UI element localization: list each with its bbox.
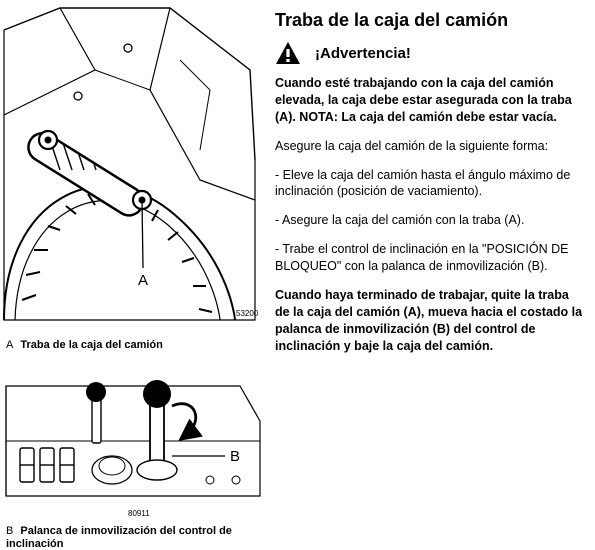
figure-a-number: 53200 xyxy=(236,309,259,318)
figures-column: A 53200 A Traba de la caja del camión xyxy=(0,0,260,550)
figure-b-drawing: B 80911 xyxy=(0,366,280,521)
paragraph-5: - Trabe el control de inclinación en la … xyxy=(275,241,585,275)
figure-a-caption: A Traba de la caja del camión xyxy=(0,339,260,352)
warning-row: ¡Advertencia! xyxy=(275,41,585,65)
paragraph-2: Asegure la caja del camión de la siguien… xyxy=(275,138,585,155)
figure-b-caption: B Palanca de inmovilización del control … xyxy=(0,525,260,550)
text-column: Traba de la caja del camión ¡Advertencia… xyxy=(275,10,585,366)
paragraph-3: - Eleve la caja del camión hasta el ángu… xyxy=(275,167,585,201)
figure-a-drawing: A 53200 xyxy=(0,0,260,335)
figure-b-label: B xyxy=(230,448,240,465)
warning-triangle-icon xyxy=(275,41,301,65)
figure-b-caption-text: Palanca de inmovilización del control de… xyxy=(6,525,232,550)
paragraph-4: - Asegure la caja del camión con la trab… xyxy=(275,212,585,229)
tilt-lever xyxy=(137,380,177,480)
manual-page: A 53200 A Traba de la caja del camión xyxy=(0,0,595,550)
page-title: Traba de la caja del camión xyxy=(275,10,585,31)
figure-a-label: A xyxy=(138,272,148,289)
figure-a: A 53200 A Traba de la caja del camión xyxy=(0,0,260,352)
figure-b-number: 80911 xyxy=(128,509,150,518)
warning-label: ¡Advertencia! xyxy=(315,45,411,62)
figure-a-caption-letter: A xyxy=(6,339,13,351)
figure-b: B 80911 B Palanca de inmovilización del … xyxy=(0,366,260,550)
paragraph-6: Cuando haya terminado de trabajar, quite… xyxy=(275,287,585,355)
paragraph-1: Cuando esté trabajando con la caja del c… xyxy=(275,75,585,126)
figure-a-caption-text: Traba de la caja del camión xyxy=(20,339,162,351)
lock-bar xyxy=(23,110,156,221)
figure-b-caption-letter: B xyxy=(6,525,13,537)
